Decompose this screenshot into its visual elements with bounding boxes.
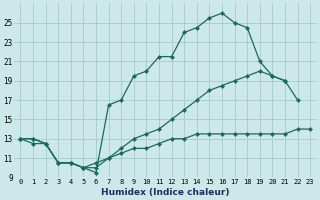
X-axis label: Humidex (Indice chaleur): Humidex (Indice chaleur): [101, 188, 229, 197]
